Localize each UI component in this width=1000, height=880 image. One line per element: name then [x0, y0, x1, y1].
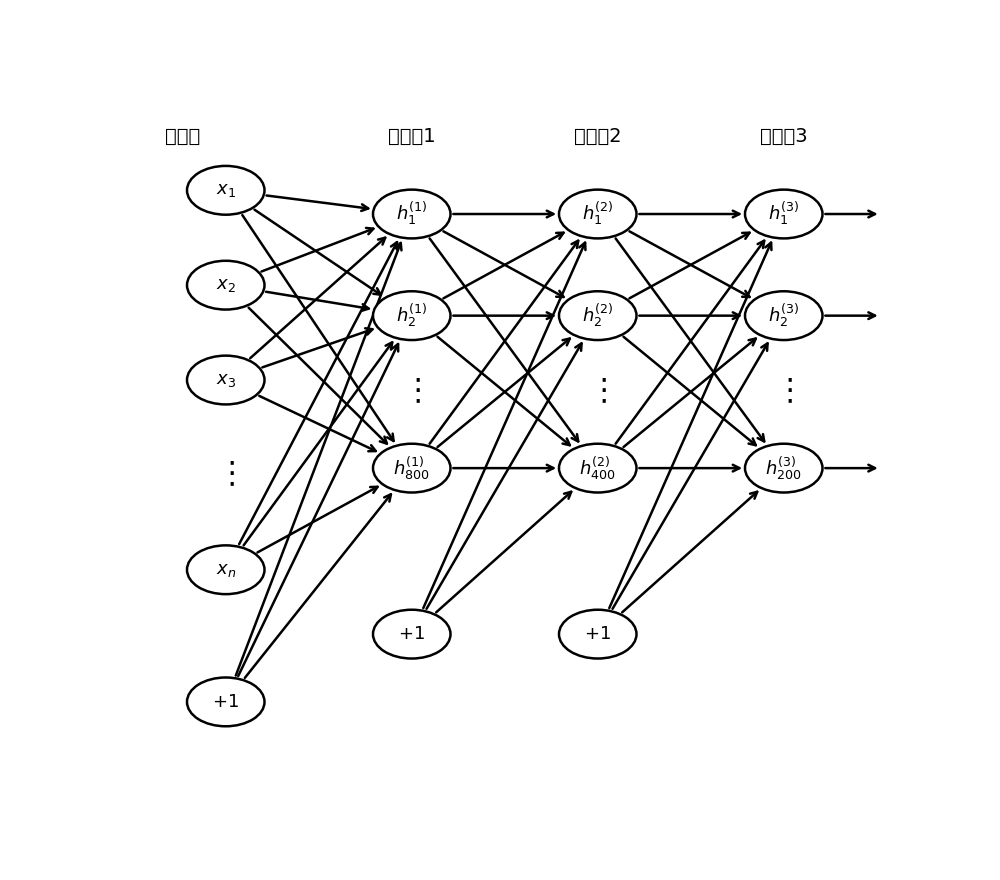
Text: 输入层: 输入层: [166, 127, 201, 145]
Text: $\vdots$: $\vdots$: [216, 460, 235, 489]
Text: $h_1^{(3)}$: $h_1^{(3)}$: [768, 201, 800, 228]
Text: $h_{400}^{(2)}$: $h_{400}^{(2)}$: [579, 455, 616, 481]
Text: $h_2^{(3)}$: $h_2^{(3)}$: [768, 302, 800, 329]
Text: $\vdots$: $\vdots$: [774, 378, 793, 407]
Text: $+1$: $+1$: [212, 693, 239, 711]
Text: $+1$: $+1$: [398, 625, 425, 643]
Text: 隐藏层2: 隐藏层2: [574, 127, 622, 145]
Text: $x_2$: $x_2$: [216, 276, 236, 294]
Ellipse shape: [745, 189, 822, 238]
Ellipse shape: [187, 678, 264, 726]
Ellipse shape: [559, 189, 637, 238]
Ellipse shape: [187, 260, 264, 310]
Text: $\vdots$: $\vdots$: [402, 378, 421, 407]
Ellipse shape: [373, 444, 450, 493]
Ellipse shape: [745, 291, 822, 340]
Ellipse shape: [559, 444, 637, 493]
Text: $x_1$: $x_1$: [216, 181, 236, 199]
Text: 隐藏层3: 隐藏层3: [760, 127, 808, 145]
Ellipse shape: [373, 610, 450, 658]
Text: $h_1^{(2)}$: $h_1^{(2)}$: [582, 201, 614, 228]
Text: $h_2^{(2)}$: $h_2^{(2)}$: [582, 302, 614, 329]
Ellipse shape: [559, 291, 637, 340]
Ellipse shape: [373, 189, 450, 238]
Ellipse shape: [187, 546, 264, 594]
Ellipse shape: [745, 444, 822, 493]
Text: $h_{200}^{(3)}$: $h_{200}^{(3)}$: [765, 455, 802, 481]
Text: $x_n$: $x_n$: [216, 561, 236, 579]
Ellipse shape: [187, 166, 264, 215]
Ellipse shape: [559, 610, 637, 658]
Text: $+1$: $+1$: [584, 625, 611, 643]
Text: $h_{800}^{(1)}$: $h_{800}^{(1)}$: [393, 455, 430, 481]
Text: $h_1^{(1)}$: $h_1^{(1)}$: [396, 201, 428, 228]
Ellipse shape: [187, 356, 264, 405]
Text: $\vdots$: $\vdots$: [588, 378, 607, 407]
Text: $h_2^{(1)}$: $h_2^{(1)}$: [396, 302, 428, 329]
Ellipse shape: [373, 291, 450, 340]
Text: $x_3$: $x_3$: [216, 371, 236, 389]
Text: 隐藏层1: 隐藏层1: [388, 127, 436, 145]
